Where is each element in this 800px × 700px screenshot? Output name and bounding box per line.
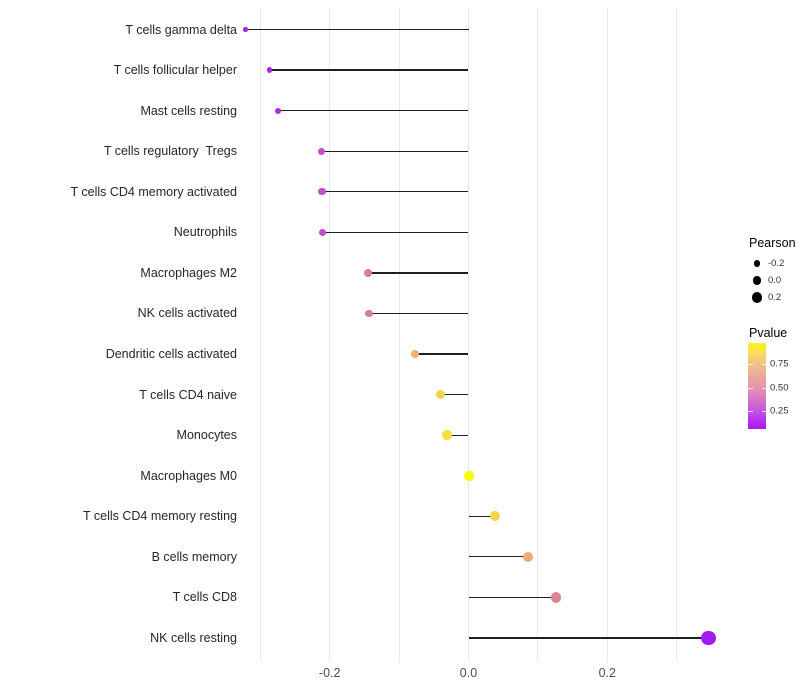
colorbar-tick-right (761, 388, 766, 390)
pearson-legend-dot-wrap (749, 290, 765, 306)
colorbar-tick-left (748, 388, 753, 390)
category-label: NK cells activated (137, 306, 237, 321)
pearson-legend-item: 0.2 (749, 289, 784, 306)
category-label: Mast cells resting (140, 103, 237, 118)
lollipop-dot (318, 188, 326, 196)
lollipop-stem (468, 556, 529, 558)
lollipop-dot (365, 309, 374, 318)
gridline (537, 8, 539, 662)
pearson-legend-title: Pearson (749, 236, 796, 250)
pearson-legend-item: -0.2 (749, 255, 784, 272)
gridline (676, 8, 678, 662)
lollipop-stem (468, 637, 709, 639)
category-label: Dendritic cells activated (105, 347, 237, 362)
pearson-legend-item-label: 0.2 (768, 292, 782, 303)
gridline (468, 8, 469, 662)
category-label: Neutrophils (173, 225, 237, 240)
category-label: Macrophages M0 (140, 468, 237, 483)
lollipop-stem (322, 231, 469, 233)
category-label: T cells follicular helper (113, 63, 237, 78)
colorbar-tick-label: 0.25 (770, 405, 789, 417)
y-axis-labels: T cells gamma delta T cells follicular he… (0, 8, 238, 662)
category-label: T cells gamma delta (125, 22, 237, 37)
category-label: T cells CD4 naive (139, 387, 237, 402)
lollipop-dot (464, 470, 474, 481)
x-tick-label: 0.0 (459, 666, 478, 680)
lollipop-stem (269, 69, 469, 71)
pearson-legend-item-label: -0.2 (768, 258, 785, 269)
colorbar-tick-left (748, 363, 753, 365)
lollipop-stem (369, 312, 469, 315)
lollipop-dot (319, 228, 327, 236)
category-label: B cells memory (151, 549, 237, 564)
lollipop-stem (440, 393, 469, 396)
pearson-legend-item-label: 0.0 (768, 275, 782, 286)
lollipop-dot (363, 268, 372, 277)
category-label: T cells CD4 memory resting (83, 509, 237, 524)
lollipop-stem (415, 353, 469, 355)
category-label: T cells CD4 memory activated (70, 184, 238, 199)
x-tick-label: 0.2 (598, 666, 616, 680)
lollipop-dot (436, 389, 446, 400)
pearson-legend-dot-wrap (749, 256, 765, 272)
category-label: T cells regulatory Tregs (103, 144, 237, 159)
category-label: Macrophages M2 (140, 265, 237, 280)
plot-panel (243, 8, 717, 662)
colorbar-tick-right (761, 363, 766, 365)
lollipop-stem (468, 596, 556, 599)
category-label: T cells CD8 (172, 590, 237, 605)
lollipop-dot (243, 27, 249, 32)
pearson-legend-items: -0.2 0.0 0.2 (749, 255, 784, 306)
lollipop-stem (468, 515, 495, 517)
lollipop-dot (274, 107, 281, 114)
colorbar-tick-label: 0.75 (770, 358, 789, 370)
lollipop-stem (322, 191, 469, 193)
lollipop-dot (410, 349, 420, 359)
lollipop-dot (550, 592, 562, 603)
pearson-legend-dot-icon (753, 260, 761, 267)
colorbar-tick-label: 0.50 (770, 382, 789, 394)
pvalue-colorbar (748, 343, 766, 429)
lollipop-dot (701, 630, 716, 646)
lollipop-stem (245, 28, 469, 31)
lollipop-stem (277, 109, 469, 112)
lollipop-dot (317, 147, 325, 155)
colorbar-tick-left (748, 410, 753, 412)
x-axis-labels: -0.2 0.0 0.2 (247, 666, 717, 686)
pearson-legend-dot-wrap (749, 273, 765, 289)
category-label: Monocytes (176, 428, 237, 443)
category-label: NK cells resting (150, 630, 237, 645)
pearson-legend-item: 0.0 (749, 272, 784, 289)
pvalue-legend-title: Pvalue (749, 326, 788, 340)
lollipop-stem (321, 150, 469, 152)
lollipop-dot (266, 67, 273, 73)
lollipop-dot (442, 430, 452, 440)
lollipop-stem (446, 434, 469, 436)
lollipop-dot (522, 551, 534, 563)
gridline (329, 8, 331, 662)
gridline (606, 8, 608, 662)
lollipop-stem (367, 272, 469, 274)
x-tick-label: -0.2 (318, 666, 341, 680)
pearson-legend-dot-icon (752, 276, 762, 285)
colorbar-tick-right (761, 410, 766, 412)
pearson-legend-dot-icon (751, 292, 763, 303)
gridline (398, 8, 400, 662)
gridline (259, 8, 261, 662)
lollipop-dot (489, 511, 500, 522)
